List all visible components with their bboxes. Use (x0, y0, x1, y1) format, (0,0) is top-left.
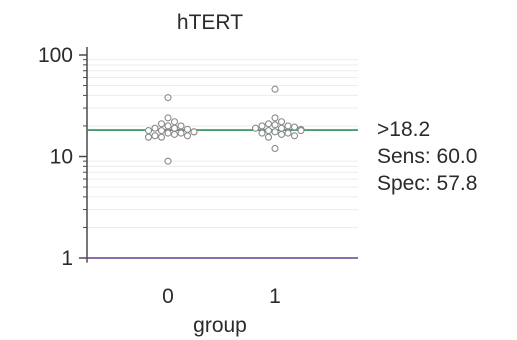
data-point (164, 157, 172, 165)
y-tick-label: 1 (61, 247, 73, 270)
data-point (271, 85, 279, 93)
data-point (277, 118, 286, 126)
data-point (164, 94, 172, 102)
data-point (157, 133, 166, 141)
x-axis-label: group (193, 314, 247, 337)
data-point (271, 114, 279, 122)
data-point (284, 122, 292, 130)
data-point (251, 124, 260, 132)
data-point (271, 128, 279, 136)
data-point (190, 128, 198, 136)
sensitivity-label: Sens: 60.0 (377, 145, 478, 168)
data-point (164, 122, 172, 130)
data-point (183, 132, 192, 140)
x-tick-label: 1 (269, 285, 281, 308)
data-points (144, 85, 305, 165)
y-axis: 100 10 1 (38, 44, 88, 270)
x-tick-label: 0 (162, 285, 174, 308)
data-point (297, 127, 305, 135)
data-point (144, 127, 153, 135)
data-point (170, 124, 179, 132)
reference-lines (87, 129, 358, 259)
data-point (271, 144, 279, 153)
data-point (264, 133, 273, 141)
data-point (177, 122, 185, 130)
data-point (277, 124, 286, 132)
data-point (164, 114, 172, 122)
data-point (170, 118, 179, 126)
data-point (290, 123, 299, 131)
chart-title: hTERT (177, 11, 243, 34)
y-tick-label: 10 (50, 146, 73, 169)
data-point (290, 132, 299, 140)
data-point (258, 122, 266, 130)
data-point (177, 129, 185, 137)
y-tick-label: 100 (38, 44, 73, 67)
data-point (151, 132, 159, 140)
data-point (271, 121, 279, 129)
data-point (264, 120, 273, 128)
data-point (258, 129, 266, 137)
data-point (157, 120, 166, 128)
data-point (264, 127, 273, 135)
criterion-label: >18.2 (377, 118, 431, 141)
grid-lines (87, 59, 358, 228)
data-point (277, 130, 286, 138)
cutoff-stats: >18.2 Sens: 60.0 Spec: 57.8 (377, 116, 477, 197)
data-point (151, 124, 159, 132)
data-point (170, 130, 179, 138)
data-point (284, 129, 292, 137)
data-point (183, 125, 192, 133)
data-point (157, 127, 166, 135)
data-point (144, 133, 153, 141)
specificity-label: Spec: 57.8 (377, 172, 478, 195)
data-point (164, 129, 172, 137)
